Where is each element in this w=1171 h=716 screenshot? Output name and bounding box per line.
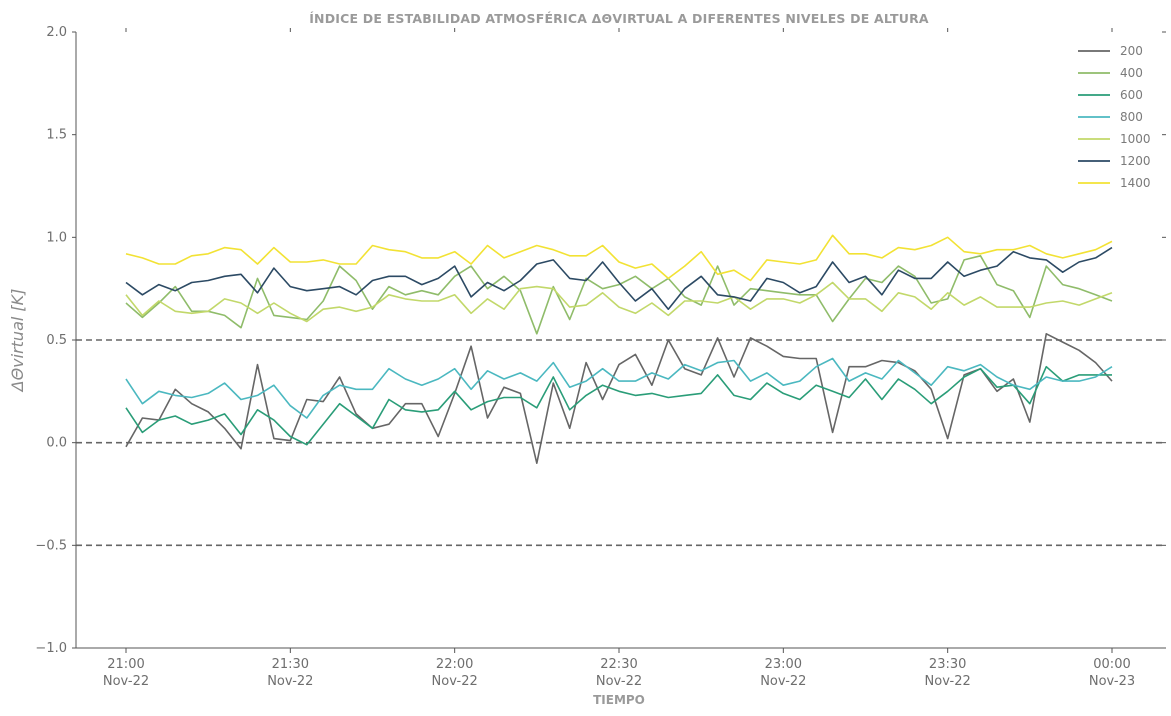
y-tick-label: 0.5 [46,333,67,348]
legend-label-400: 400 [1120,66,1143,80]
y-tick-label: 1.5 [46,128,67,143]
x-axis-ticks: 21:00 Nov-22 21:30 Nov-22 22:00 Nov-22 22:30 No… [103,28,1135,689]
x-tick-label-date: Nov-22 [596,674,642,689]
legend-label-600: 600 [1120,88,1143,102]
chart-title: ÍNDICE DE ESTABILIDAD ATMOSFÉRICA ΔΘVIRT… [309,11,929,26]
series-line-1200 [125,246,1113,311]
legend-label-1000: 1000 [1120,132,1151,146]
x-tick-label-time: 22:00 [436,657,473,672]
y-tick-label: 1.0 [46,230,67,245]
x-axis-title: TIEMPO [593,693,645,707]
x-tick-label-time: 21:30 [272,657,309,672]
x-tick-label-time: 22:30 [600,657,637,672]
y-tick-label: 2.0 [46,25,67,40]
x-tick-label-time: 23:30 [929,657,966,672]
y-axis-ticks: 2.0 1.5 1.0 0.5 0.0 −0.5 −1.0 [35,25,1166,656]
y-tick-label: 0.0 [46,436,67,451]
x-tick-label-date: Nov-22 [267,674,313,689]
x-tick-label-date: Nov-22 [925,674,971,689]
y-tick-label: −0.5 [35,538,67,553]
series-line-400 [125,255,1113,335]
series-lines [125,234,1113,465]
legend-label-800: 800 [1120,110,1143,124]
legend-label-200: 200 [1120,44,1143,58]
x-tick-label-date: Nov-22 [103,674,149,689]
x-tick-label-date: Nov-22 [760,674,806,689]
series-line-1400 [125,234,1113,282]
series-line-200 [125,332,1113,465]
y-axis-title: ΔΘvirtual [K] [8,289,27,394]
reference-lines [76,339,1166,547]
x-tick-label-time: 00:00 [1093,657,1130,672]
y-tick-label: −1.0 [35,641,67,656]
x-tick-label-date: Nov-22 [432,674,478,689]
legend: 200 400 600 800 1000 1200 1400 [1078,44,1151,190]
series-line-600 [125,365,1112,446]
series-line-1000 [125,281,1113,323]
x-tick-label-time: 23:00 [765,657,802,672]
legend-label-1200: 1200 [1120,154,1151,168]
legend-label-1400: 1400 [1120,176,1151,190]
x-tick-label-time: 21:00 [107,657,144,672]
x-tick-label-date: Nov-23 [1089,674,1135,689]
series-line-800 [125,357,1113,419]
